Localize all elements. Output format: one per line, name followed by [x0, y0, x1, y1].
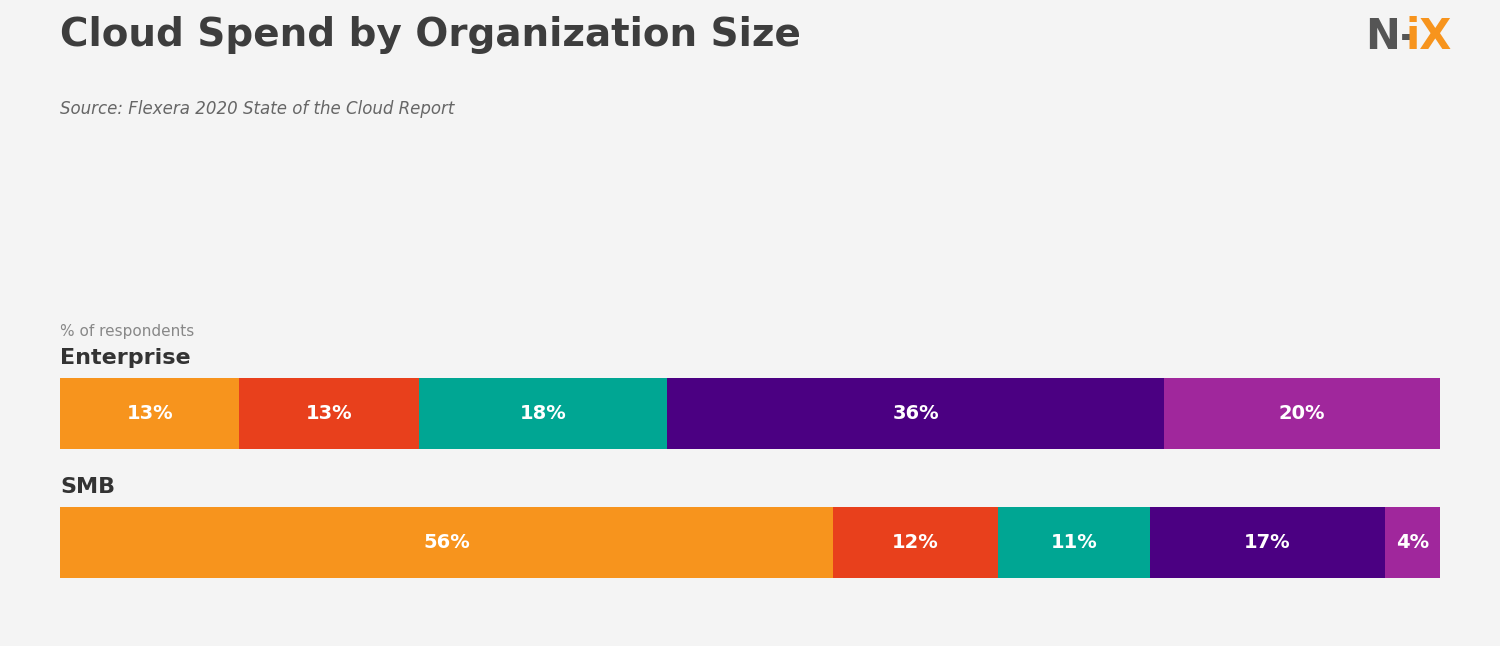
Text: N-: N- — [1365, 16, 1417, 58]
Text: Cloud Spend by Organization Size: Cloud Spend by Organization Size — [60, 16, 801, 54]
Text: Enterprise: Enterprise — [60, 348, 190, 368]
Bar — [1164, 378, 1440, 449]
Text: 11%: 11% — [1052, 533, 1098, 552]
Text: 36%: 36% — [892, 404, 939, 423]
Text: 13%: 13% — [306, 404, 352, 423]
Text: 56%: 56% — [423, 533, 470, 552]
Bar — [1150, 507, 1384, 578]
Text: 12%: 12% — [892, 533, 939, 552]
Text: 17%: 17% — [1244, 533, 1292, 552]
Text: % of respondents: % of respondents — [60, 324, 195, 339]
Bar — [60, 507, 832, 578]
Text: 4%: 4% — [1396, 533, 1429, 552]
Bar — [833, 507, 999, 578]
Text: SMB: SMB — [60, 477, 116, 497]
Text: Source: Flexera 2020 State of the Cloud Report: Source: Flexera 2020 State of the Cloud … — [60, 100, 454, 118]
Bar — [1384, 507, 1440, 578]
Text: 20%: 20% — [1278, 404, 1326, 423]
Text: 18%: 18% — [519, 404, 567, 423]
Bar — [999, 507, 1150, 578]
Text: 13%: 13% — [126, 404, 172, 423]
Text: iX: iX — [1406, 16, 1452, 58]
Bar — [60, 378, 240, 449]
Bar — [240, 378, 418, 449]
Bar — [668, 378, 1164, 449]
Bar — [419, 378, 668, 449]
